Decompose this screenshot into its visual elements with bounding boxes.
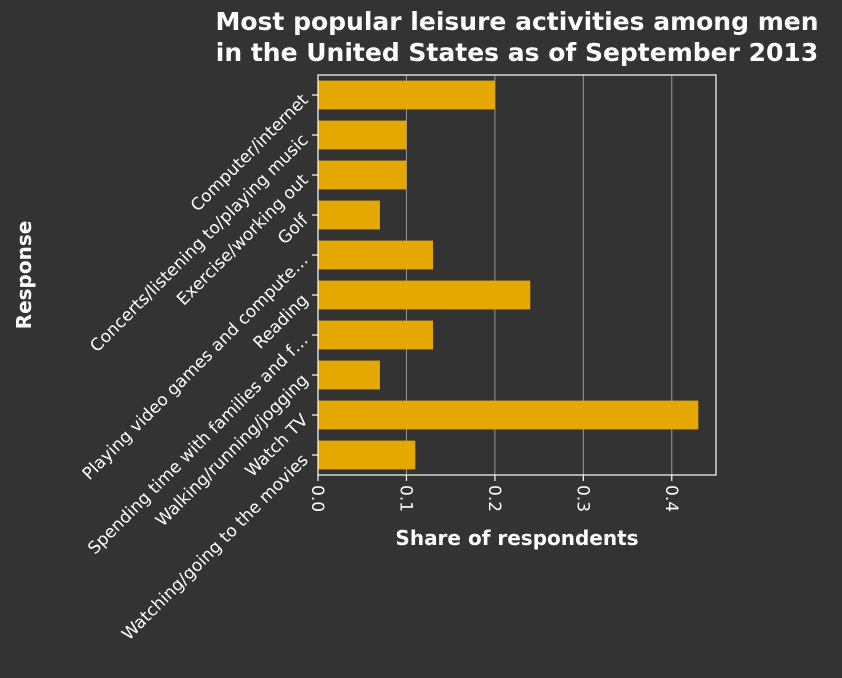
bar xyxy=(318,440,416,470)
bar xyxy=(318,280,531,310)
chart-title-line-1: Most popular leisure activities among me… xyxy=(215,7,818,36)
x-axis-title: Share of respondents xyxy=(395,526,638,550)
x-tick-label: 0.1 xyxy=(395,485,415,512)
bar xyxy=(318,320,433,350)
chart-title: Most popular leisure activities among me… xyxy=(215,7,818,67)
chart-title-line-2: in the United States as of September 201… xyxy=(216,38,818,67)
bar xyxy=(318,80,495,110)
bar xyxy=(318,240,433,270)
x-tick-label: 0.2 xyxy=(484,485,504,512)
x-tick-label: 0.4 xyxy=(661,485,681,512)
x-axis: 0.0 0.1 0.2 0.3 0.4 xyxy=(307,475,681,512)
bar xyxy=(318,120,407,150)
bar xyxy=(318,400,699,430)
y-axis-title: Response xyxy=(12,221,36,330)
bar xyxy=(318,160,407,190)
bar xyxy=(318,360,380,390)
x-tick-label: 0.0 xyxy=(307,485,327,512)
bar xyxy=(318,200,380,230)
bars xyxy=(318,80,699,470)
x-tick-label: 0.3 xyxy=(572,485,592,512)
plot-frame xyxy=(317,74,717,476)
